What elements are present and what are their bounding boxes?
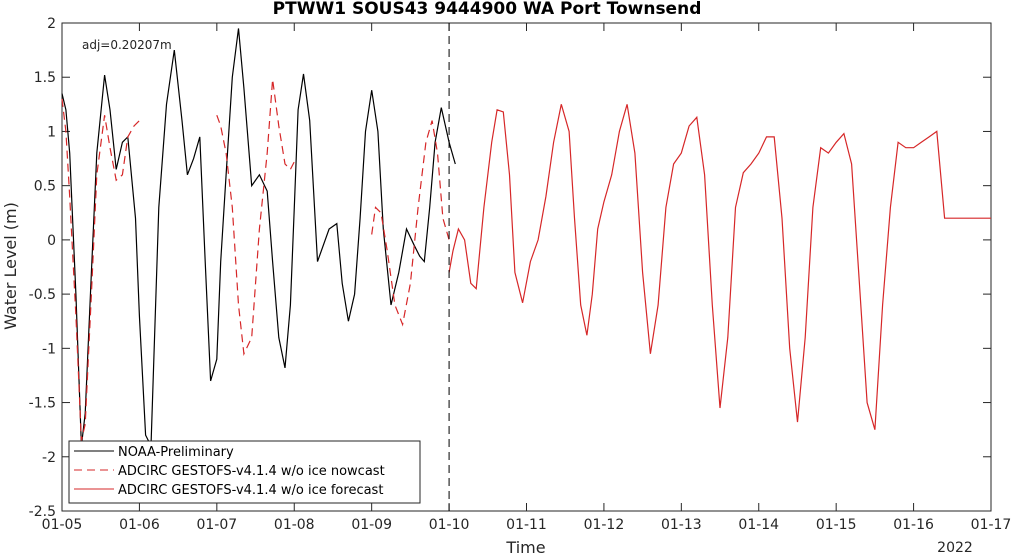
x-tick-label: 01-11 [506,517,547,533]
y-tick-label: -1.5 [29,396,56,412]
y-tick-label: 1 [47,124,56,140]
y-tick-label: -0.5 [29,287,56,303]
x-tick-label: 01-13 [661,517,702,533]
x-tick-label: 01-06 [119,517,160,533]
adjustment-annotation: adj=0.20207m [82,38,172,52]
x-axis-ticks: 01-05 01-06 01-07 01-08 01-09 01-10 01-11 01-12… [42,23,1012,533]
y-tick-label: -2 [42,450,56,466]
series-line-0-0 [61,28,456,447]
legend: NOAA-Preliminary ADCIRC GESTOFS-v4.1.4 w… [68,440,421,504]
year-label: 2022 [937,540,973,555]
x-tick-label: 01-09 [351,517,392,533]
series-layer [61,28,991,447]
y-axis-ticks: 2 1.5 1 0.5 0 -0.5 -1 -1.5 -2 -2.5 [29,16,991,520]
x-tick-label: 01-15 [816,517,857,533]
y-tick-label: 0 [47,233,56,249]
x-tick-label: 01-14 [738,517,779,533]
x-tick-label: 01-05 [42,517,83,533]
series-line-1-1 [216,79,295,356]
y-tick-label: 0.5 [34,179,56,195]
x-tick-label: 01-12 [584,517,625,533]
legend-box [68,440,421,504]
y-axis-label: Water Level (m) [1,202,20,330]
x-tick-label: 01-10 [429,517,470,533]
chart-title: PTWW1 SOUS43 9444900 WA Port Townsend [273,0,702,19]
plot-area [61,22,992,512]
x-tick-label: 01-08 [274,517,315,533]
y-tick-label: 1.5 [34,70,56,86]
x-axis-label: Time [505,538,545,555]
legend-label-noaa: NOAA-Preliminary [118,445,234,460]
series-line-2-0 [448,104,991,430]
y-tick-label: 2 [47,16,56,32]
x-tick-label: 01-17 [971,517,1012,533]
y-tick-label: -1 [42,341,56,357]
legend-label-nowcast: ADCIRC GESTOFS-v4.1.4 w/o ice nowcast [118,464,385,479]
series-line-1-0 [61,98,140,441]
x-tick-label: 01-16 [893,517,934,533]
legend-label-forecast: ADCIRC GESTOFS-v4.1.4 w/o ice forecast [118,483,383,498]
y-tick-label: -2.5 [29,504,56,520]
x-tick-label: 01-07 [196,517,237,533]
